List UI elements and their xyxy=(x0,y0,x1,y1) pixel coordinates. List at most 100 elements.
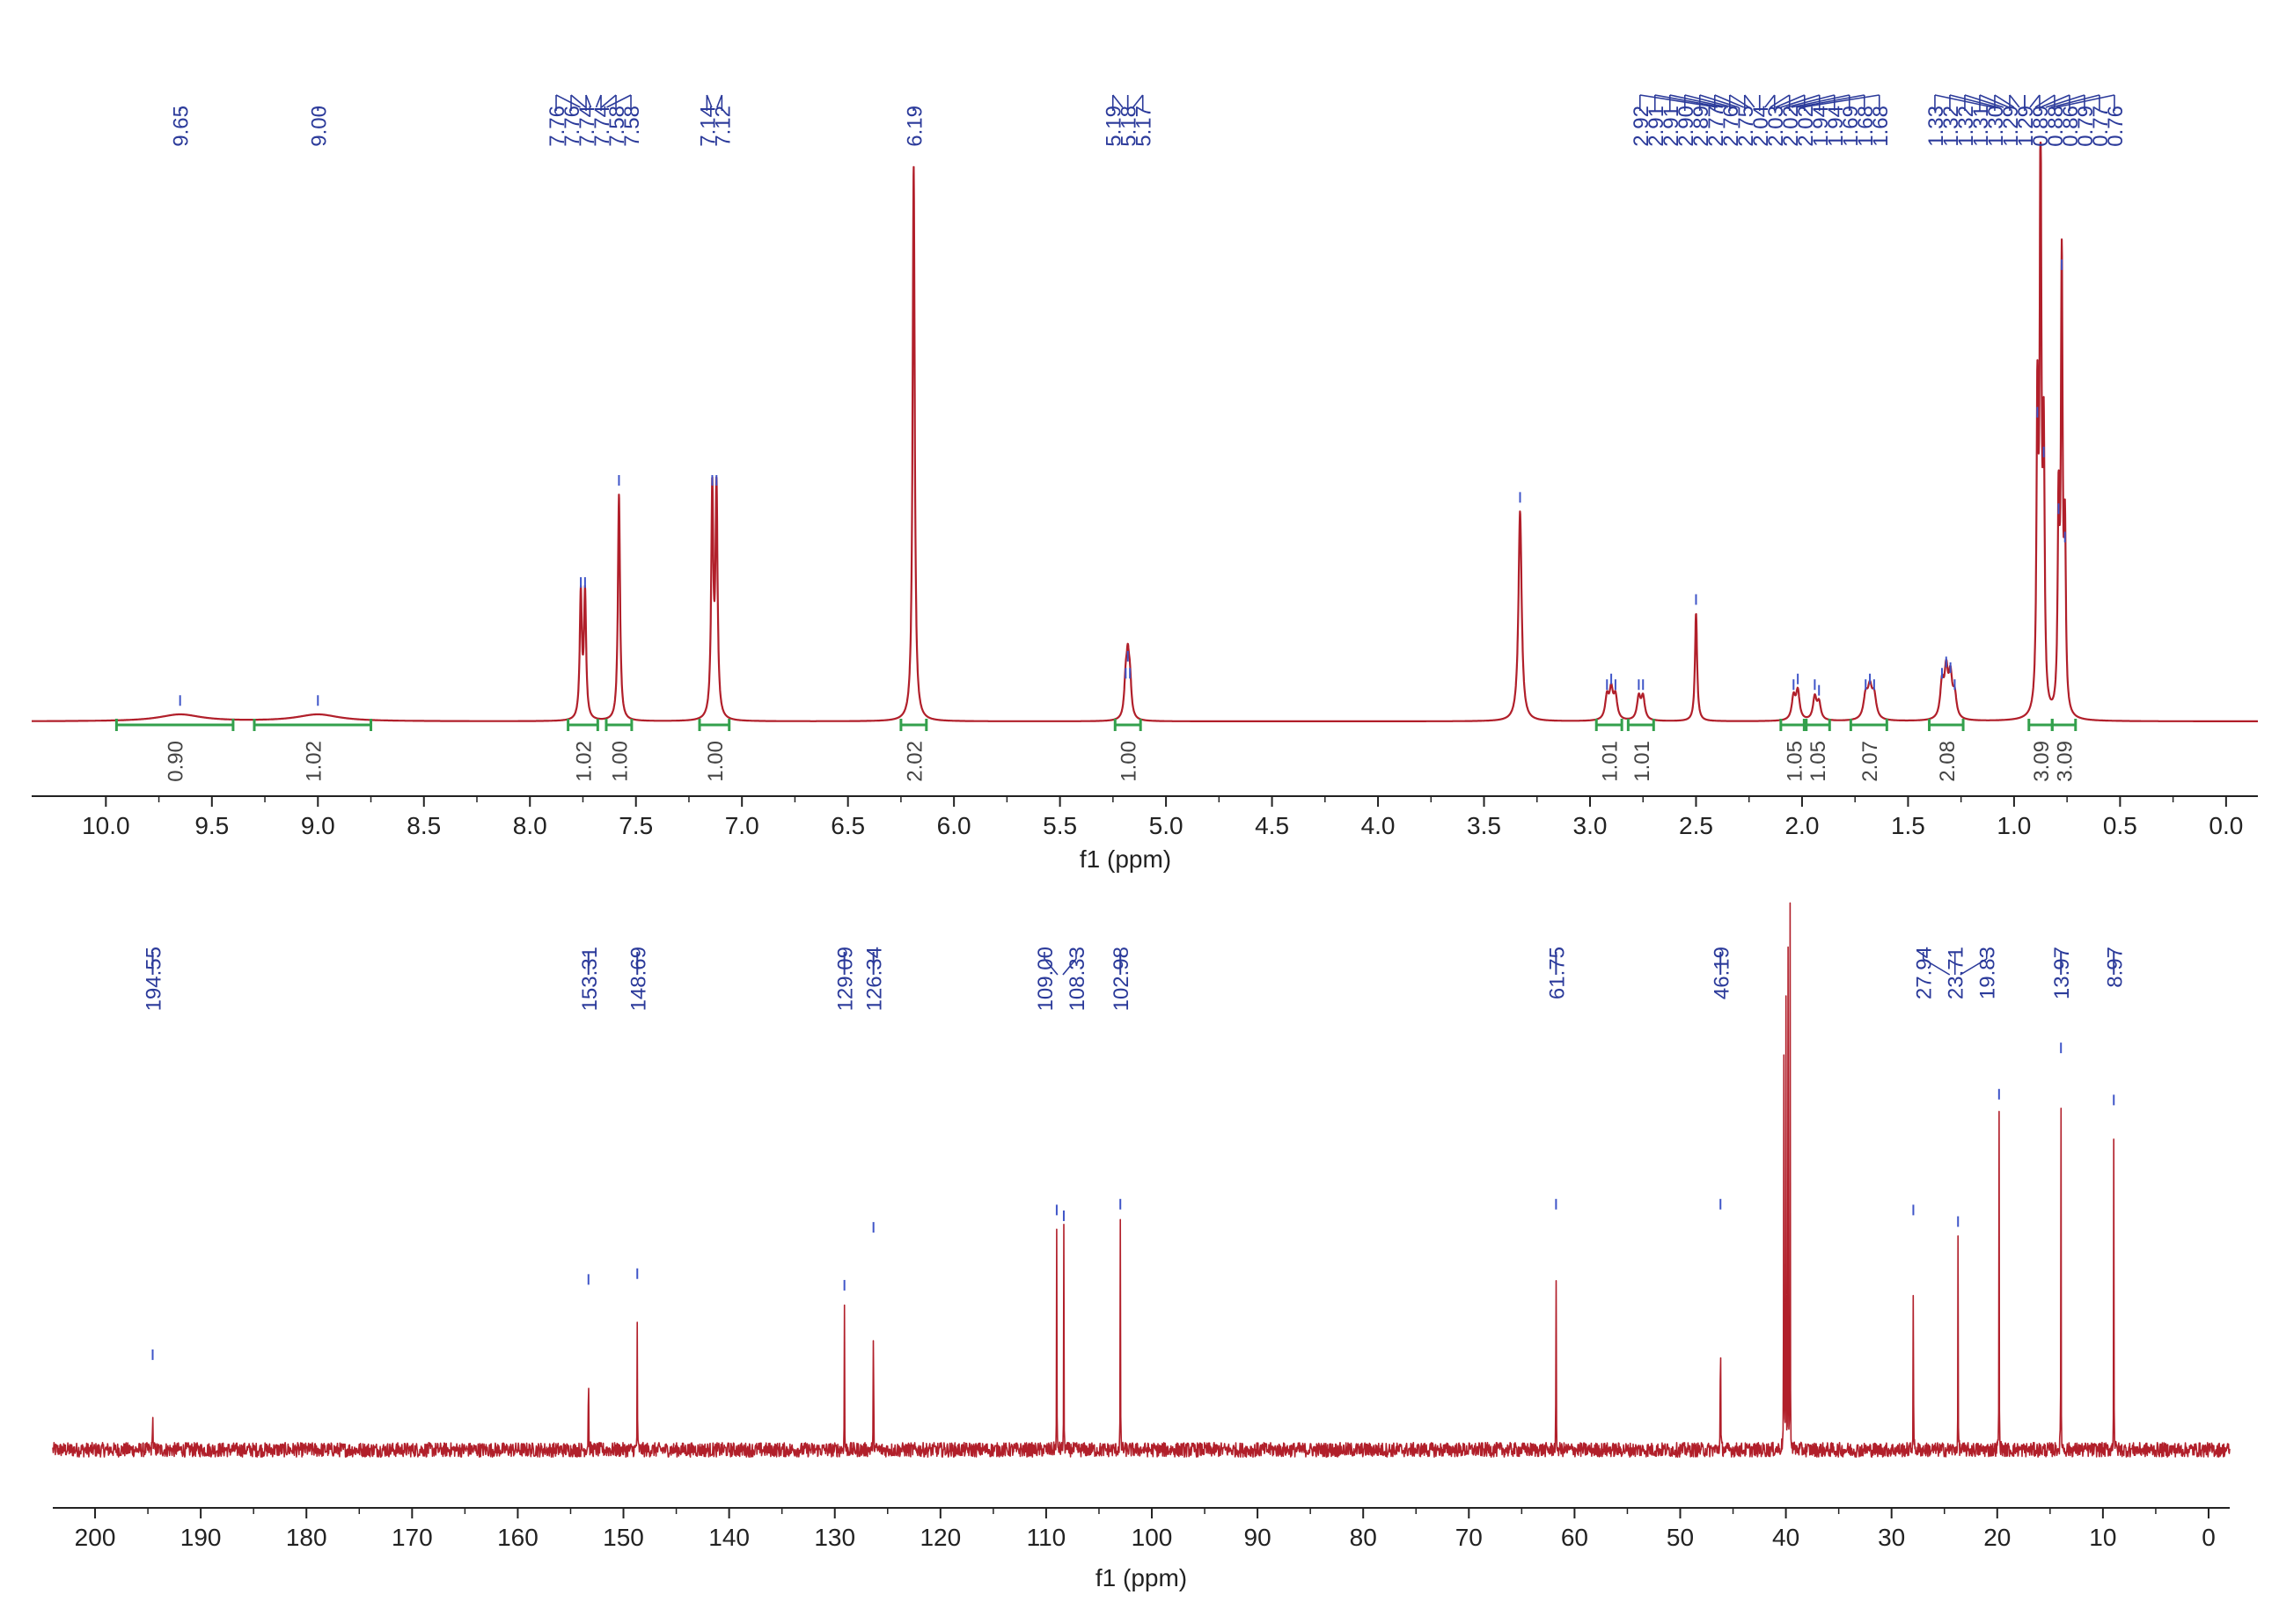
peak-label: 2.92 xyxy=(1630,106,1653,147)
x-tick-label: 190 xyxy=(180,1524,222,1551)
x-tick-label: 4.5 xyxy=(1255,812,1289,839)
x-tick-label: 140 xyxy=(708,1524,750,1551)
integral-value: 2.08 xyxy=(1936,741,1960,782)
peak-label: 7.76 xyxy=(561,106,584,147)
x-axis-label: f1 (ppm) xyxy=(1080,845,1171,873)
peak-label: 2.02 xyxy=(1779,106,1803,147)
peak-label: 148.69 xyxy=(627,947,650,1011)
peak-label-connector xyxy=(2029,94,2041,108)
peak-label-group: 9.00 xyxy=(307,106,331,147)
integral: 3.09 xyxy=(2050,719,2077,782)
peak-label: 109.00 xyxy=(1034,947,1058,1011)
peak-label: 129.09 xyxy=(834,947,858,1011)
peak-label: 1.31 xyxy=(1969,106,1993,147)
x-tick-label: 120 xyxy=(920,1524,961,1551)
integral-value: 1.01 xyxy=(1630,741,1654,782)
peak-label: 0.76 xyxy=(2104,106,2128,147)
integral-value: 1.02 xyxy=(302,741,326,782)
carbon-nmr-panel: f1 (ppm) 200 190 180 170 160 150 140 130 120 110 1… xyxy=(52,902,2231,1591)
peak-label-connector xyxy=(2034,94,2055,108)
peak-label-connector xyxy=(1744,94,1755,108)
peak-label-connector xyxy=(1960,958,1988,976)
integral: 2.07 xyxy=(1849,719,1888,782)
x-tick-label: 8.5 xyxy=(407,812,441,839)
peak-label-connector xyxy=(2045,94,2085,108)
peak-label: 46.19 xyxy=(1710,947,1733,999)
x-tick-label: 60 xyxy=(1561,1524,1588,1551)
x-tick-label: 1.5 xyxy=(1891,812,1925,839)
x-tick-label: 3.5 xyxy=(1467,812,1501,839)
peak-label: 7.58 xyxy=(620,106,644,147)
peak-label: 153.31 xyxy=(578,947,602,1011)
x-tick-label: 200 xyxy=(75,1524,116,1551)
x-tick-label: 180 xyxy=(286,1524,327,1551)
peak-label-connector xyxy=(1654,94,1723,108)
peak-label-connector xyxy=(1949,94,1999,108)
peak-label: 27.94 xyxy=(1913,947,1937,999)
peak-label-group: 7.767.767.747.747.587.58 xyxy=(546,94,644,147)
peak-label: 7.58 xyxy=(605,106,629,147)
peak-label: 1.94 xyxy=(1809,106,1833,147)
peak-label-connector xyxy=(1669,94,1728,108)
x-tick-label: 2.0 xyxy=(1784,812,1819,839)
integral-value: 1.00 xyxy=(1118,741,1141,782)
peak-label-connector xyxy=(1112,94,1124,108)
peak-label-connector xyxy=(1923,958,1951,976)
x-tick-label: 9.5 xyxy=(194,812,229,839)
peak-label-connector xyxy=(1639,94,1718,108)
peak-label-connector xyxy=(706,94,713,108)
integral: 1.00 xyxy=(698,719,731,782)
peak-label-connector xyxy=(1062,958,1077,976)
peak-label-group: 8.97 xyxy=(2103,947,2127,988)
integral-value: 1.01 xyxy=(1599,741,1623,782)
peak-label-connector xyxy=(1780,94,1821,108)
x-tick-label: 20 xyxy=(1983,1524,2011,1551)
peak-label: 2.91 xyxy=(1660,106,1683,147)
peak-label-connector xyxy=(1964,94,2004,108)
peak-label: 2.03 xyxy=(1764,106,1788,147)
integral: 2.02 xyxy=(899,719,928,782)
peak-label-connector xyxy=(1764,94,1776,108)
peak-label: 7.14 xyxy=(696,106,720,147)
integral: 2.08 xyxy=(1928,719,1965,782)
peak-label-group: 109.00 108.33 xyxy=(1034,947,1089,1011)
peak-label-connector xyxy=(2050,94,2100,108)
peak-label-group: 61.75 xyxy=(1545,947,1569,999)
peak-label-connector xyxy=(595,94,602,108)
x-tick-label: 0 xyxy=(2202,1524,2216,1551)
peak-label: 0.79 xyxy=(2074,106,2098,147)
x-tick-label: 5.0 xyxy=(1149,812,1183,839)
integral-value: 1.00 xyxy=(704,741,728,782)
peak-label-group: 46.19 xyxy=(1710,947,1733,999)
peak-label: 2.77 xyxy=(1704,106,1728,147)
peak-label: 1.30 xyxy=(1984,106,2008,147)
x-tick-label: 50 xyxy=(1667,1524,1694,1551)
integral: 1.02 xyxy=(253,719,373,782)
x-tick-label: 9.0 xyxy=(301,812,335,839)
x-tick-label: 80 xyxy=(1350,1524,1377,1551)
x-tick-label: 10.0 xyxy=(82,812,130,839)
integral: 1.00 xyxy=(605,719,634,782)
x-tick-label: 170 xyxy=(392,1524,433,1551)
peak-label: 2.89 xyxy=(1689,106,1713,147)
peak-label: 7.74 xyxy=(590,106,614,147)
integral: 1.05 xyxy=(1779,719,1808,782)
peak-label: 7.74 xyxy=(575,106,599,147)
integral: 1.01 xyxy=(1626,719,1655,782)
peak-label: 102.98 xyxy=(1110,947,1133,1011)
peak-label: 1.32 xyxy=(1939,106,1963,147)
peak-label-connector xyxy=(2055,94,2115,108)
peak-label-connector xyxy=(1791,94,1850,108)
x-tick-label: 40 xyxy=(1772,1524,1799,1551)
x-tick-label: 90 xyxy=(1244,1524,1271,1551)
integral: 1.00 xyxy=(1113,719,1142,782)
peak-label: 19.83 xyxy=(1976,947,2000,999)
peak-label-group: 5.195.185.17 xyxy=(1103,94,1156,147)
integral-value: 2.07 xyxy=(1858,741,1882,782)
peak-label: 0.89 xyxy=(2029,106,2053,147)
peak-label-connector xyxy=(1934,94,1994,108)
peak-label-group: 153.31 xyxy=(578,947,602,1011)
peak-label-group: 27.94 23.71 19.83 xyxy=(1913,947,2000,999)
peak-label-connector xyxy=(585,94,592,108)
peak-label: 5.19 xyxy=(1103,106,1126,147)
